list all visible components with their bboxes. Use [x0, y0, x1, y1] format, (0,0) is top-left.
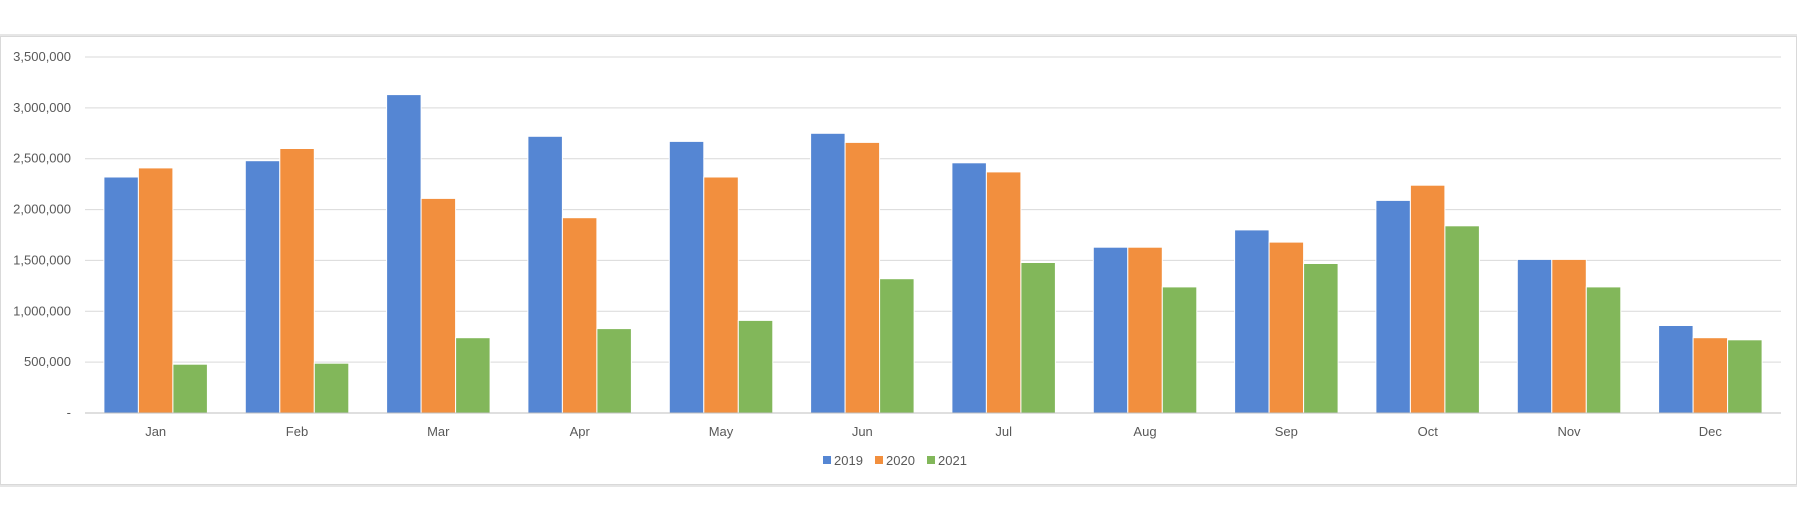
x-tick-label: Feb: [286, 424, 308, 439]
y-tick-label: 3,500,000: [13, 49, 71, 64]
bar-2020-jul: [985, 171, 1022, 414]
x-tick-label: May: [709, 424, 734, 439]
bar-chart: - 500,000 1,000,000 1,500,000 2,000,000 2,500…: [13, 49, 1781, 468]
bar-2019-jan: [103, 176, 139, 414]
bar-2019-aug: [1092, 246, 1129, 414]
bar-2021-nov: [1585, 286, 1622, 414]
x-tick-label: Apr: [570, 424, 591, 439]
x-tick-label: Dec: [1699, 424, 1723, 439]
y-tick-label: 2,500,000: [13, 151, 71, 166]
bar-2020-dec: [1692, 337, 1729, 414]
bar-2019-may: [668, 140, 705, 414]
bar-2020-jun: [844, 141, 881, 414]
bar-2021-dec: [1727, 339, 1763, 414]
bar-2019-nov: [1516, 258, 1553, 414]
gridlines: [85, 56, 1781, 363]
legend-label-2020: 2020: [886, 453, 915, 468]
bar-2020-feb: [279, 148, 315, 414]
bar-2021-oct: [1444, 225, 1480, 414]
legend: 2019 2020 2021: [823, 453, 967, 468]
y-tick-label: -: [67, 405, 71, 420]
bar-2019-dec: [1658, 325, 1694, 414]
x-tick-label: Mar: [427, 424, 450, 439]
bar-2020-nov: [1551, 258, 1587, 414]
legend-label-2021: 2021: [938, 453, 967, 468]
x-tick-label: Aug: [1133, 424, 1156, 439]
y-tick-label: 1,000,000: [13, 303, 71, 318]
bar-2021-jan: [172, 363, 208, 414]
bar-2019-jul: [951, 162, 987, 414]
bar-2020-aug: [1127, 246, 1163, 414]
bar-2021-apr: [596, 328, 632, 414]
bar-2019-apr: [527, 135, 563, 414]
legend-swatch-2019: [823, 456, 831, 464]
bar-2021-feb: [313, 362, 350, 414]
bars: [103, 94, 1763, 414]
x-tick-label: Nov: [1557, 424, 1581, 439]
x-tick-label: Sep: [1275, 424, 1298, 439]
bar-2020-oct: [1409, 184, 1446, 414]
x-tick-label: Jan: [145, 424, 166, 439]
y-tick-label: 1,500,000: [13, 252, 71, 267]
y-tick-label: 500,000: [24, 354, 71, 369]
bar-2020-sep: [1268, 241, 1305, 414]
legend-swatch-2020: [875, 456, 883, 464]
bar-2019-oct: [1375, 199, 1411, 414]
x-tick-label: Jun: [852, 424, 873, 439]
x-tick-label: Oct: [1418, 424, 1439, 439]
bar-2019-mar: [386, 94, 422, 414]
bar-2021-jul: [1020, 262, 1056, 414]
x-axis-ticks: Jan Feb Mar Apr May Jun Jul Aug Sep Oct Nov Dec: [145, 424, 1722, 439]
bar-2019-jun: [810, 132, 846, 414]
legend-swatch-2021: [927, 456, 935, 464]
bar-2021-may: [737, 319, 774, 414]
chart-frame: - 500,000 1,000,000 1,500,000 2,000,000 2,500…: [0, 36, 1797, 485]
bar-2020-apr: [561, 217, 598, 414]
x-tick-label: Jul: [995, 424, 1012, 439]
bar-2021-jun: [879, 278, 915, 414]
bar-2021-mar: [455, 337, 491, 414]
y-tick-label: 3,000,000: [13, 100, 71, 115]
bar-2020-mar: [420, 197, 457, 414]
bar-2021-sep: [1303, 263, 1339, 414]
y-tick-label: 2,000,000: [13, 202, 71, 217]
bar-2019-feb: [244, 160, 281, 414]
bar-2021-aug: [1161, 286, 1198, 414]
bar-2020-jan: [137, 167, 174, 414]
bar-2020-may: [703, 176, 739, 414]
bar-2019-sep: [1234, 229, 1270, 414]
y-axis-ticks: - 500,000 1,000,000 1,500,000 2,000,000 2,500…: [13, 49, 71, 420]
legend-label-2019: 2019: [834, 453, 863, 468]
